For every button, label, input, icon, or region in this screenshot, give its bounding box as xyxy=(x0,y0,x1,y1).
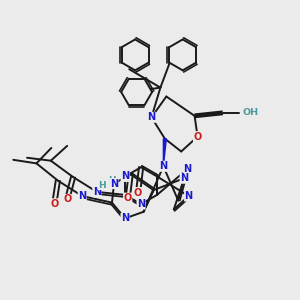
Text: OH: OH xyxy=(243,108,259,117)
Text: N: N xyxy=(93,187,101,197)
Text: O: O xyxy=(124,193,132,203)
Text: N: N xyxy=(121,213,129,224)
Text: O: O xyxy=(63,194,71,204)
Polygon shape xyxy=(164,139,166,166)
Text: N: N xyxy=(184,191,193,201)
Text: O: O xyxy=(194,132,202,142)
Text: N: N xyxy=(110,178,118,189)
Text: O: O xyxy=(50,199,58,209)
Text: H: H xyxy=(108,176,116,184)
Text: N: N xyxy=(147,112,155,122)
Text: N: N xyxy=(183,164,191,174)
Text: N: N xyxy=(121,172,129,182)
Text: N: N xyxy=(78,191,86,201)
Text: N: N xyxy=(180,173,188,183)
Text: O: O xyxy=(134,188,142,197)
Text: N: N xyxy=(159,161,167,171)
Text: H: H xyxy=(98,181,105,190)
Text: N: N xyxy=(137,199,145,209)
